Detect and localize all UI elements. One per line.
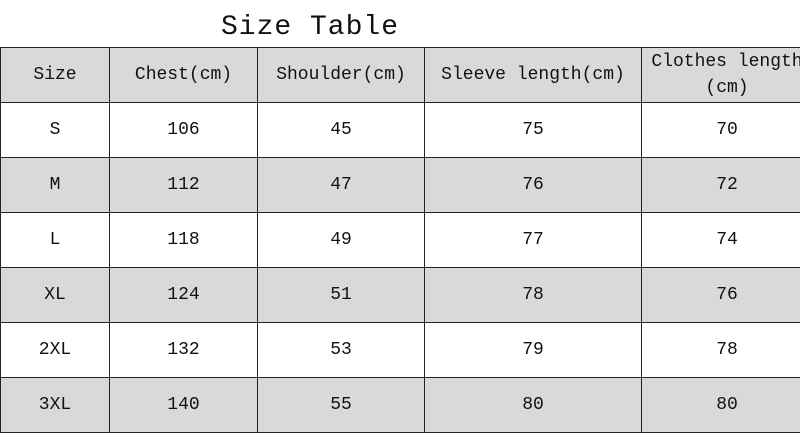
table-cell: 76: [641, 267, 800, 323]
table-cell: 2XL: [0, 322, 110, 378]
table-cell: 79: [424, 322, 642, 378]
page-title: Size Table: [220, 12, 400, 43]
column-header: Clothes length (cm): [641, 47, 800, 103]
table-row: 2XL 132 53 79 78: [0, 322, 800, 378]
table-header: Size Chest(cm) Shoulder(cm) Sleeve length(c…: [0, 47, 800, 103]
table-cell: 51: [257, 267, 425, 323]
table-cell: 76: [424, 157, 642, 213]
table-cell: 132: [109, 322, 258, 378]
table-cell: M: [0, 157, 110, 213]
column-header: Chest(cm): [109, 47, 258, 103]
table-cell: 75: [424, 102, 642, 158]
table-row: 3XL 140 55 80 80: [0, 377, 800, 433]
table-row: S 106 45 75 70: [0, 102, 800, 158]
table-cell: 106: [109, 102, 258, 158]
column-header: Shoulder(cm): [257, 47, 425, 103]
table-cell: 45: [257, 102, 425, 158]
table-cell: 78: [424, 267, 642, 323]
header-row: Size Chest(cm) Shoulder(cm) Sleeve length(c…: [0, 47, 800, 103]
table-cell: XL: [0, 267, 110, 323]
table-cell: S: [0, 102, 110, 158]
table-cell: 77: [424, 212, 642, 268]
table-cell: L: [0, 212, 110, 268]
column-header: Size: [0, 47, 110, 103]
table-cell: 140: [109, 377, 258, 433]
table-cell: 3XL: [0, 377, 110, 433]
table-cell: 112: [109, 157, 258, 213]
table-row: L 118 49 77 74: [0, 212, 800, 268]
table-cell: 47: [257, 157, 425, 213]
size-table: Size Chest(cm) Shoulder(cm) Sleeve length(c…: [0, 47, 800, 433]
table-row: M 112 47 76 72: [0, 157, 800, 213]
table-row: XL 124 51 78 76: [0, 267, 800, 323]
column-header: Sleeve length(cm): [424, 47, 642, 103]
table-cell: 55: [257, 377, 425, 433]
table-cell: 72: [641, 157, 800, 213]
table-cell: 49: [257, 212, 425, 268]
table-cell: 80: [424, 377, 642, 433]
table-body: S 106 45 75 70 M 112 47 76 72 L 118 49 77 74 XL 124 51 78 7…: [0, 102, 800, 433]
table-cell: 78: [641, 322, 800, 378]
table-cell: 74: [641, 212, 800, 268]
table-cell: 118: [109, 212, 258, 268]
table-cell: 124: [109, 267, 258, 323]
table-cell: 53: [257, 322, 425, 378]
table-cell: 70: [641, 102, 800, 158]
table-cell: 80: [641, 377, 800, 433]
